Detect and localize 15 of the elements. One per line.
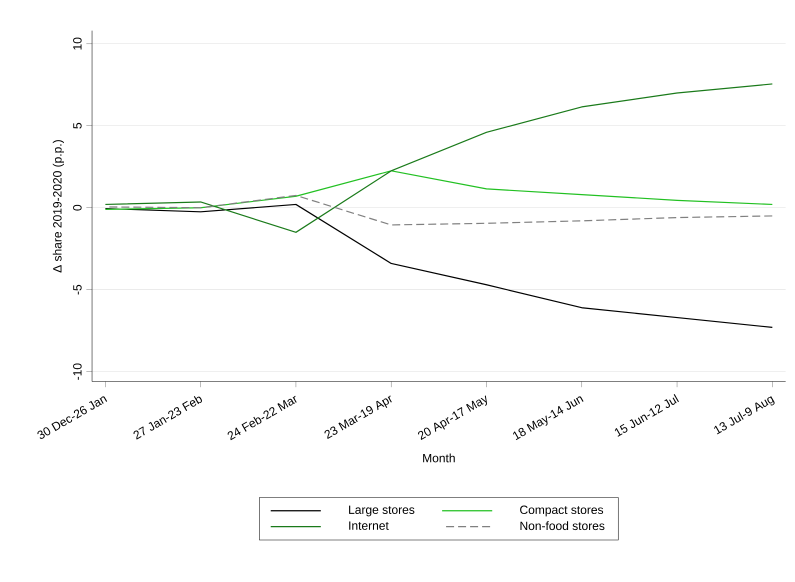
y-tick-label: 10 (73, 38, 82, 50)
y-tick-label: -10 (73, 364, 82, 380)
line-series (104, 84, 773, 234)
y-tick-label: -5 (73, 285, 82, 295)
legend-label: Large stores (349, 506, 414, 517)
y-tick-label: 5 (73, 123, 82, 129)
x-axis-title: Month (423, 454, 455, 463)
y-tick-label: 0 (73, 205, 82, 211)
line-series (104, 204, 773, 328)
legend-label: Internet (349, 522, 389, 530)
y-axis-title: Δ share 2019-2020 (p.p.) (52, 140, 64, 273)
legend-label: Compact stores (520, 506, 604, 517)
line-series (104, 170, 773, 210)
legend-label: Non-food stores (520, 521, 604, 530)
x-tick-label: 13 Jul-9 Aug (714, 396, 775, 435)
